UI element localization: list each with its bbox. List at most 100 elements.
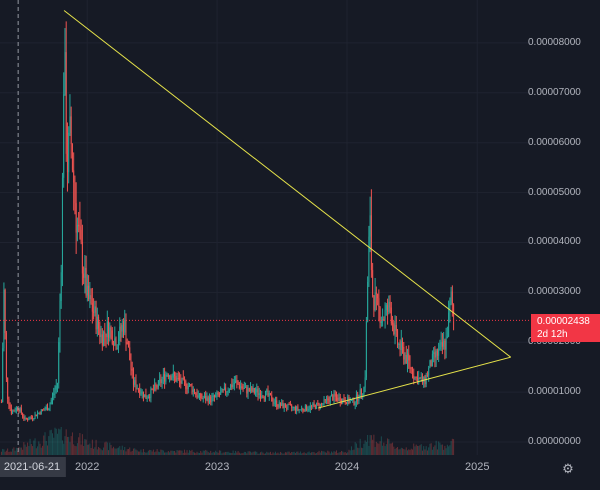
volume-bar [116, 448, 118, 455]
volume-bar [114, 448, 116, 455]
candle-body [129, 347, 131, 361]
volume-bar [409, 449, 411, 455]
candle-body [139, 389, 141, 395]
candle-body [185, 381, 187, 389]
volume-bar [312, 452, 314, 455]
candle-body [147, 396, 149, 399]
candle-body [383, 319, 385, 321]
volume-bar [243, 451, 245, 455]
candle-body [28, 419, 30, 421]
volume-bar [211, 452, 213, 455]
volume-bar [147, 450, 149, 455]
volume-bar [19, 447, 21, 455]
candle-body [192, 389, 194, 392]
volume-bar [348, 449, 350, 455]
candle-body [349, 400, 351, 403]
candle-body [38, 412, 40, 414]
candle-body [101, 334, 103, 346]
volume-bar [65, 429, 67, 455]
volume-bar [430, 443, 432, 455]
candle-body [362, 394, 364, 396]
candle-body [151, 388, 153, 390]
volume-bar [213, 452, 215, 455]
candle-body [2, 348, 4, 403]
volume-bar [450, 441, 452, 455]
volume-bar [90, 448, 92, 455]
candle-body [393, 323, 395, 335]
candle-body [375, 292, 377, 294]
volume-bar [205, 449, 207, 455]
candle-body [78, 224, 80, 227]
candle-body [89, 295, 91, 300]
candle-body [184, 378, 186, 382]
volume-bar [58, 428, 60, 455]
candle-body [170, 375, 172, 380]
volume-bar [297, 451, 299, 455]
volume-bar [227, 451, 229, 455]
candle-body [51, 395, 53, 400]
volume-bar [33, 440, 35, 455]
candle-body [374, 292, 376, 311]
candle-body [402, 341, 404, 348]
candle-body [201, 398, 203, 400]
volume-bar [263, 453, 265, 455]
volume-bar [269, 451, 271, 455]
candle-body [93, 311, 95, 313]
candle-body [319, 403, 321, 408]
candle-body [329, 396, 331, 403]
volume-bar [9, 451, 11, 455]
candle-body [144, 394, 146, 398]
candle-body [345, 402, 347, 405]
volume-bar [387, 438, 389, 455]
candle-body [336, 396, 338, 398]
volume-bar [405, 447, 407, 455]
candle-body [64, 52, 66, 95]
volume-bar [162, 450, 164, 455]
candle-body [281, 402, 283, 406]
candle-body [435, 350, 437, 358]
volume-bar [331, 451, 333, 455]
candle-body [34, 414, 36, 419]
volume-bar [271, 453, 273, 455]
volume-bar [317, 452, 319, 455]
volume-bar [345, 453, 347, 455]
volume-bar [281, 452, 283, 455]
candle-body [287, 404, 289, 409]
candle-body [394, 325, 396, 335]
candle-body [293, 407, 295, 409]
volume-bar [51, 433, 53, 455]
candle-body [262, 396, 264, 398]
candle-body [418, 377, 420, 384]
volume-bar [228, 452, 230, 455]
volume-bar [302, 452, 304, 455]
candle-body [80, 229, 82, 243]
volume-bar [403, 449, 405, 455]
volume-bar [236, 452, 238, 455]
candle-body [241, 386, 243, 389]
candle-body [245, 386, 247, 388]
volume-bar [319, 452, 321, 455]
volume-bar [433, 446, 435, 455]
volume-bar [380, 436, 382, 455]
volume-bar [246, 453, 248, 455]
volume-bar [38, 441, 40, 455]
candle-body [222, 389, 224, 391]
gear-icon[interactable]: ⚙ [562, 461, 574, 476]
candle-body [161, 378, 163, 384]
volume-bar [256, 451, 258, 455]
volume-bar [43, 435, 45, 455]
volume-bar [266, 451, 268, 455]
volume-bar [304, 453, 306, 455]
volume-bar [339, 452, 341, 455]
candle-body [429, 360, 431, 368]
volume-bar [318, 450, 320, 455]
volume-bar [85, 439, 87, 455]
candle-body [55, 385, 57, 390]
volume-bar [240, 453, 242, 455]
volume-bar [190, 450, 192, 455]
candle-body [179, 378, 181, 381]
volume-bar [203, 450, 205, 455]
volume-bar [299, 451, 301, 455]
